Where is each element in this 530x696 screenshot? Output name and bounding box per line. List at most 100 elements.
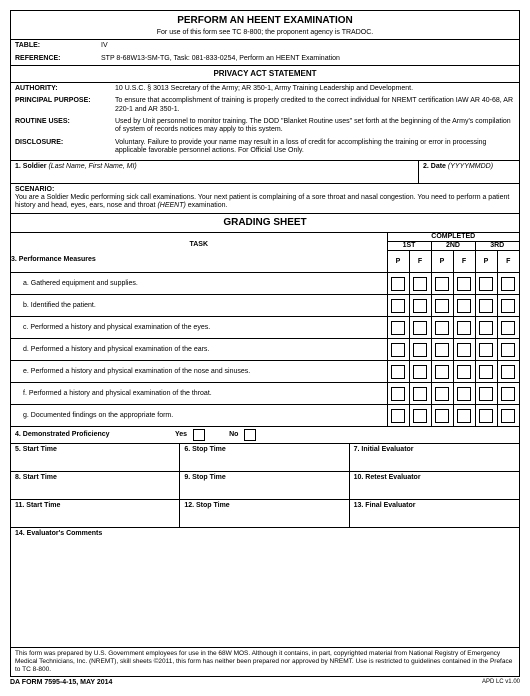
checkbox-cell[interactable] <box>497 317 519 339</box>
form-subtitle: For use of this form see TC 8-800; the p… <box>13 29 517 37</box>
no-label: No <box>229 431 238 439</box>
evaluator-field[interactable]: 13. Final Evaluator <box>350 500 519 527</box>
checkbox-cell[interactable] <box>475 383 497 405</box>
checkbox-cell[interactable] <box>453 295 475 317</box>
checkbox-cell[interactable] <box>431 295 453 317</box>
yes-option[interactable]: Yes <box>175 429 205 441</box>
checkbox-icon <box>193 429 205 441</box>
checkbox-cell[interactable] <box>475 405 497 427</box>
scenario-text-b: examination. <box>186 202 228 209</box>
checkbox-icon <box>391 387 405 401</box>
checkbox-icon <box>457 343 471 357</box>
checkbox-cell[interactable] <box>475 339 497 361</box>
checkbox-icon <box>501 387 515 401</box>
checkbox-cell[interactable] <box>431 317 453 339</box>
checkbox-cell[interactable] <box>497 361 519 383</box>
scenario-text: You are a Soldier Medic performing sick … <box>15 194 515 211</box>
measure-row: b. Identified the patient. <box>11 295 519 317</box>
start-time-field[interactable]: 8. Start Time <box>11 472 180 499</box>
checkbox-cell[interactable] <box>453 405 475 427</box>
checkbox-icon <box>244 429 256 441</box>
checkbox-cell[interactable] <box>431 383 453 405</box>
footer-text: This form was prepared by U.S. Governmen… <box>11 648 519 675</box>
privacy-label: PRINCIPAL PURPOSE: <box>15 97 115 114</box>
comments-field[interactable]: 14. Evaluator's Comments <box>11 528 519 648</box>
checkbox-cell[interactable] <box>387 295 409 317</box>
checkbox-cell[interactable] <box>387 339 409 361</box>
checkbox-icon <box>457 409 471 423</box>
checkbox-cell[interactable] <box>409 383 431 405</box>
checkbox-cell[interactable] <box>453 317 475 339</box>
checkbox-cell[interactable] <box>409 317 431 339</box>
demo-label: 4. Demonstrated Proficiency <box>15 431 175 439</box>
checkbox-cell[interactable] <box>431 405 453 427</box>
measure-text: c. Performed a history and physical exam… <box>11 317 387 339</box>
checkbox-cell[interactable] <box>497 383 519 405</box>
stop-time-field[interactable]: 9. Stop Time <box>180 472 349 499</box>
checkbox-cell[interactable] <box>497 339 519 361</box>
start-time-field[interactable]: 11. Start Time <box>11 500 180 527</box>
privacy-header: PRIVACY ACT STATEMENT <box>11 66 519 83</box>
start-time-field[interactable]: 5. Start Time <box>11 444 180 471</box>
privacy-label: DISCLOSURE: <box>15 139 115 156</box>
checkbox-cell[interactable] <box>453 339 475 361</box>
form-id: DA FORM 7595-4-15, MAY 2014 <box>10 679 112 686</box>
p-header: P <box>431 251 453 273</box>
time-row: 5. Start Time 6. Stop Time 7. Initial Ev… <box>11 444 519 472</box>
no-option[interactable]: No <box>229 429 256 441</box>
checkbox-cell[interactable] <box>497 295 519 317</box>
privacy-row: PRINCIPAL PURPOSE: To ensure that accomp… <box>11 95 519 116</box>
checkbox-cell[interactable] <box>431 361 453 383</box>
evaluator-field[interactable]: 10. Retest Evaluator <box>350 472 519 499</box>
checkbox-cell[interactable] <box>497 405 519 427</box>
completed-header: COMPLETED <box>387 233 519 242</box>
stop-time-field[interactable]: 12. Stop Time <box>180 500 349 527</box>
checkbox-icon <box>457 321 471 335</box>
soldier-field[interactable]: 1. Soldier (Last Name, First Name, MI) <box>11 161 419 183</box>
checkbox-cell[interactable] <box>409 273 431 295</box>
date-label: 2. Date <box>423 163 446 170</box>
f-header: F <box>409 251 431 273</box>
checkbox-cell[interactable] <box>453 273 475 295</box>
checkbox-cell[interactable] <box>387 317 409 339</box>
stop-time-field[interactable]: 6. Stop Time <box>180 444 349 471</box>
checkbox-cell[interactable] <box>409 295 431 317</box>
form-title: PERFORM AN HEENT EXAMINATION <box>13 15 517 27</box>
privacy-value: 10 U.S.C. § 3013 Secretary of the Army; … <box>115 85 515 93</box>
checkbox-cell[interactable] <box>387 405 409 427</box>
soldier-label: 1. Soldier <box>15 163 47 170</box>
checkbox-cell[interactable] <box>431 273 453 295</box>
title-block: PERFORM AN HEENT EXAMINATION For use of … <box>11 11 519 40</box>
checkbox-icon <box>413 365 427 379</box>
performance-label: TASK 3. Performance Measures <box>11 233 387 273</box>
checkbox-cell[interactable] <box>475 361 497 383</box>
measure-text: d. Performed a history and physical exam… <box>11 339 387 361</box>
attempt-header: 1ST <box>387 242 431 251</box>
checkbox-cell[interactable] <box>409 339 431 361</box>
checkbox-icon <box>501 277 515 291</box>
checkbox-cell[interactable] <box>387 273 409 295</box>
privacy-label: ROUTINE USES: <box>15 118 115 135</box>
checkbox-cell[interactable] <box>409 361 431 383</box>
date-field[interactable]: 2. Date (YYYYMMDD) <box>419 161 519 183</box>
checkbox-cell[interactable] <box>497 273 519 295</box>
task-header: TASK <box>11 241 387 249</box>
checkbox-cell[interactable] <box>475 273 497 295</box>
f-header: F <box>497 251 519 273</box>
checkbox-cell[interactable] <box>387 361 409 383</box>
measure-row: e. Performed a history and physical exam… <box>11 361 519 383</box>
checkbox-icon <box>391 343 405 357</box>
checkbox-cell[interactable] <box>475 295 497 317</box>
checkbox-cell[interactable] <box>431 339 453 361</box>
time-row: 11. Start Time 12. Stop Time 13. Final E… <box>11 500 519 528</box>
checkbox-cell[interactable] <box>475 317 497 339</box>
grading-header: GRADING SHEET <box>11 214 519 233</box>
checkbox-cell[interactable] <box>453 361 475 383</box>
checkbox-icon <box>479 321 493 335</box>
evaluator-field[interactable]: 7. Initial Evaluator <box>350 444 519 471</box>
checkbox-cell[interactable] <box>453 383 475 405</box>
reference-value: STP 8-68W13-SM-TG, Task: 081-833-0254, P… <box>101 55 515 63</box>
checkbox-cell[interactable] <box>409 405 431 427</box>
checkbox-cell[interactable] <box>387 383 409 405</box>
form-container: PERFORM AN HEENT EXAMINATION For use of … <box>10 10 520 677</box>
